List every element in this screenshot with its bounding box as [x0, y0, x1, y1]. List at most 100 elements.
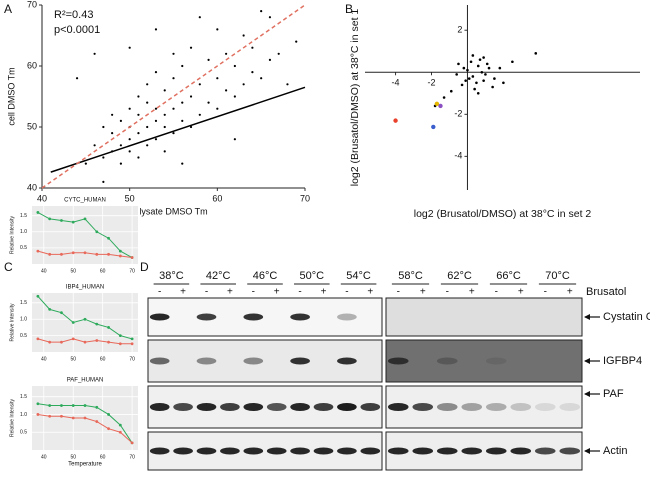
protein-label: PAF: [603, 388, 624, 400]
x-tick-label: 50: [70, 268, 76, 274]
point: [107, 236, 110, 240]
protein-label: Actin: [603, 445, 627, 457]
point: [36, 337, 40, 341]
x-axis-label: lysate DMSO Tm: [139, 206, 207, 216]
x-tick-label: 50: [70, 356, 76, 362]
point: [154, 28, 158, 31]
point: [216, 28, 219, 31]
treatment-label: +: [420, 287, 426, 298]
x-tick-label: 50: [70, 454, 76, 460]
treatment-label: -: [298, 287, 301, 298]
point: [434, 101, 440, 107]
y-tick-label: 0.5: [20, 333, 27, 339]
blot-band: [243, 313, 264, 321]
point: [128, 138, 131, 141]
treatment-label: -: [252, 287, 255, 298]
blot-band: [196, 447, 217, 455]
y-axis-label: cell DMSO Tm: [6, 67, 16, 125]
point: [130, 342, 134, 346]
point: [107, 252, 110, 256]
point: [471, 54, 475, 57]
treatment-name: Brusatol: [586, 286, 626, 298]
point: [83, 251, 87, 255]
blot-panel: [385, 297, 583, 337]
point: [107, 340, 110, 344]
blot-band: [196, 357, 217, 365]
arrow-head: [584, 358, 590, 364]
blot-band: [387, 403, 409, 411]
point: [119, 119, 122, 122]
blot-band: [337, 357, 357, 365]
y-axis-label: Relative Intensity: [9, 398, 15, 437]
treatment-label: -: [397, 287, 400, 298]
x-tick-label: 70: [129, 454, 135, 460]
blot-band: [290, 403, 310, 411]
point: [36, 211, 40, 214]
blot-band: [220, 403, 240, 411]
point: [189, 95, 193, 98]
blot-band: [485, 357, 507, 365]
point: [442, 96, 446, 99]
point: [478, 58, 482, 61]
point: [48, 252, 52, 256]
point: [431, 124, 436, 130]
point: [137, 156, 140, 159]
point: [36, 413, 40, 416]
blot-band: [266, 447, 287, 455]
point: [95, 339, 99, 342]
point: [111, 113, 114, 116]
point: [93, 52, 96, 55]
point: [473, 87, 476, 91]
treatment-label: -: [446, 287, 449, 298]
point: [95, 420, 99, 423]
point: [118, 423, 122, 427]
blot-band: [360, 447, 381, 455]
point: [251, 46, 254, 49]
blot-band: [243, 447, 264, 455]
treatment-label: +: [180, 287, 186, 298]
point: [130, 337, 134, 341]
x-tick-label: 60: [212, 193, 222, 203]
treatment-label: +: [227, 287, 233, 298]
point: [485, 62, 489, 66]
y-tick-label: 1.0: [20, 412, 27, 418]
y-axis-label: Relative Intensity: [9, 303, 15, 342]
point: [36, 402, 40, 406]
treatment-label: +: [567, 287, 573, 298]
blot-band: [196, 403, 217, 411]
point: [130, 256, 134, 259]
panel-label: A: [4, 2, 12, 16]
point: [48, 340, 52, 344]
blot-band: [485, 447, 507, 455]
blot-band: [559, 447, 581, 455]
point: [216, 77, 219, 80]
point: [260, 77, 263, 80]
point: [137, 132, 140, 135]
blot-band: [149, 447, 170, 455]
point: [511, 60, 514, 64]
arrow-head: [584, 448, 590, 454]
point: [172, 132, 175, 135]
y-tick-label: 1.5: [20, 213, 27, 219]
x-tick-label: 60: [100, 268, 106, 274]
blot-band: [173, 403, 193, 411]
point: [163, 125, 166, 129]
x-tick-label: 40: [41, 356, 47, 362]
y-tick-label: 60: [27, 60, 37, 70]
point: [181, 162, 184, 165]
point: [207, 58, 210, 62]
temperature-label: 50°C: [300, 270, 325, 282]
point: [83, 217, 87, 221]
point: [469, 60, 473, 64]
chart-title: IBP4_HUMAN: [66, 285, 104, 291]
point: [154, 71, 158, 74]
blot-band: [412, 403, 434, 411]
blot-band: [337, 447, 357, 455]
chart-title: CYTC_HUMAN: [64, 198, 106, 204]
point: [71, 321, 75, 324]
point: [95, 322, 99, 326]
blot-band: [220, 447, 240, 455]
x-tick-label: 40: [41, 454, 47, 460]
blot-band: [243, 357, 264, 365]
point: [154, 119, 158, 122]
